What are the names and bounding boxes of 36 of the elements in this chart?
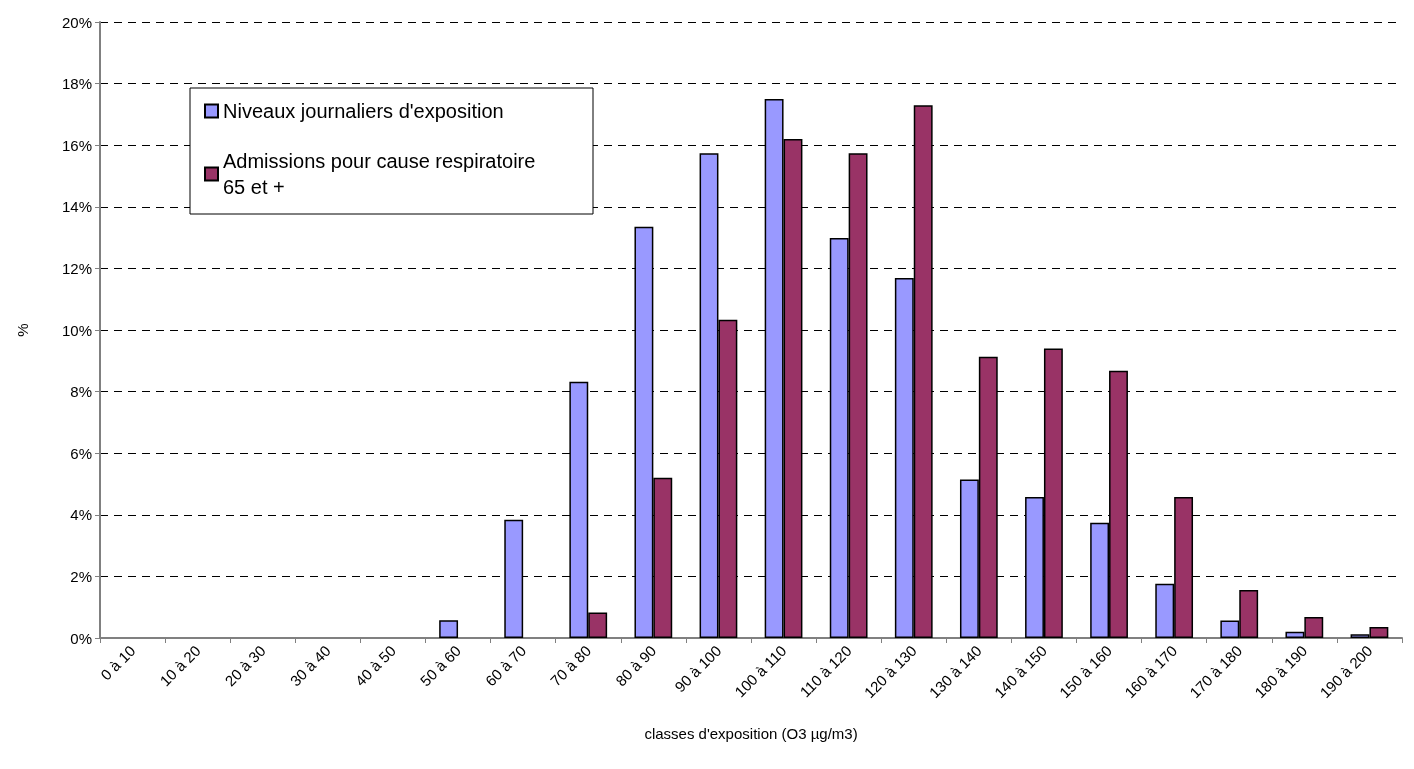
y-tick-label: 2% [70,567,92,585]
y-tick-label: 14% [61,198,92,216]
x-tick-label: 120 à 130 [860,641,920,702]
x-tick-label: 20 à 30 [221,641,269,690]
x-tick-label: 170 à 180 [1186,641,1246,702]
x-tick-label: 130 à 140 [925,641,985,702]
x-tick-label: 70 à 80 [546,641,595,690]
legend-label: Niveaux journaliers d'exposition [223,100,504,122]
y-tick-label: 20% [61,13,92,31]
x-tick-label: 90 à 100 [671,641,725,696]
y-tick-label: 6% [70,444,92,462]
x-tick-label: 40 à 50 [351,641,399,690]
y-tick-label: 8% [70,383,92,401]
x-tick-label: 100 à 110 [731,641,790,701]
y-tick-label: 18% [61,75,92,93]
x-tick-label: 180 à 190 [1251,641,1311,702]
bar [439,620,459,638]
y-tick-label: 10% [61,321,92,339]
x-tick-label: 30 à 40 [286,641,334,690]
x-tick-label: 80 à 90 [611,641,660,690]
x-tick-label: 110 à 120 [796,641,855,701]
y-tick-label: 4% [70,506,92,524]
x-tick-label: 190 à 200 [1316,641,1376,702]
y-tick-label: 12% [61,259,92,277]
x-tick-label: 0 à 10 [97,641,139,684]
x-tick-label: 140 à 150 [990,641,1050,702]
legend-label: Admissions pour cause respiratoire 65 et + [223,150,541,198]
x-tick-label: 150 à 160 [1055,641,1116,702]
x-tick-label: 50 à 60 [416,641,465,690]
x-tick-label: 160 à 170 [1121,641,1181,702]
x-axis-title: classes d'exposition (O3 µg/m3) [644,725,858,742]
y-tick-label: 0% [70,629,92,647]
y-axis-title: % [14,323,31,337]
x-tick-label: 10 à 20 [156,641,204,690]
y-tick-label: 16% [61,136,92,154]
x-tick-label: 60 à 70 [481,641,530,690]
